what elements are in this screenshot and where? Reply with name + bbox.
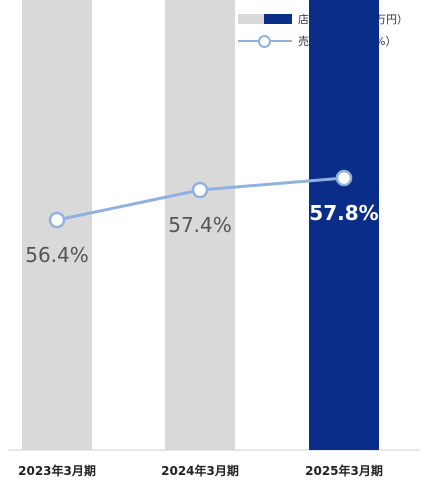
margin-point-3 [335,169,353,187]
bar-2 [165,0,235,450]
margin-label-3: 57.8% [309,201,378,225]
bar-3 [309,0,379,450]
margin-point-1 [48,211,66,229]
x-tick-label-2: 2024年3月期 [161,463,239,478]
margin-label-1: 56.4% [25,243,89,267]
margin-point-2 [191,181,209,199]
x-tick-label-3: 2025年3月期 [305,463,383,478]
legend-line-swatch [238,34,292,48]
margin-label-2: 57.4% [168,213,232,237]
x-tick-label-1: 2023年3月期 [18,463,96,478]
legend-bar-swatch [238,14,292,24]
